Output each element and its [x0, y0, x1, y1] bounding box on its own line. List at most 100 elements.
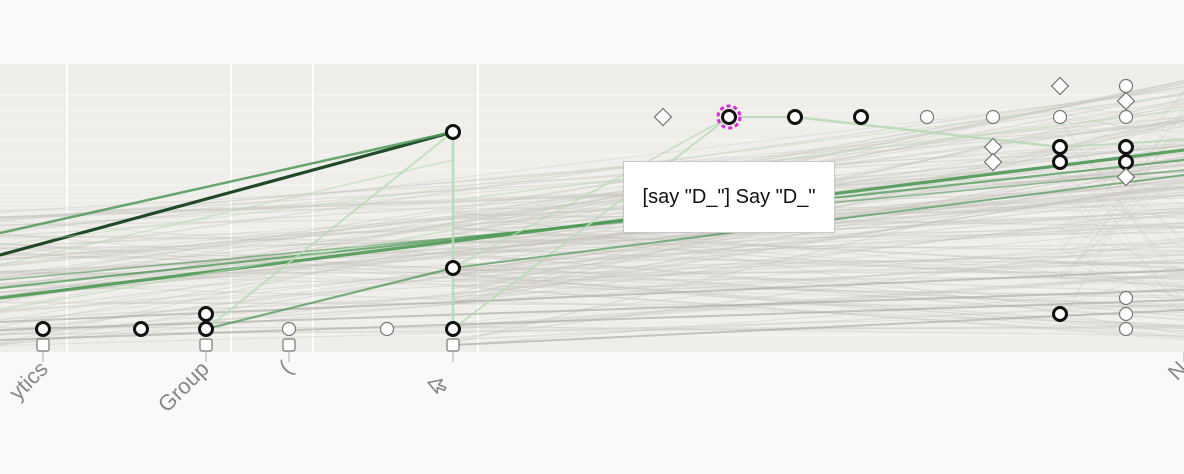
muted-edge	[0, 206, 1184, 211]
muted-edge	[452, 194, 1184, 282]
muted-edge	[0, 175, 1184, 300]
feature-node-diamond[interactable]	[1116, 167, 1136, 187]
muted-edge	[0, 191, 1184, 298]
highlighted-edge	[0, 158, 1184, 290]
muted-edge	[0, 227, 1184, 336]
muted-edge	[452, 183, 1184, 296]
muted-edge	[1059, 138, 1184, 240]
muted-edge	[1059, 91, 1184, 326]
token-node[interactable]	[282, 338, 296, 352]
highlighted-edge	[0, 130, 455, 257]
highlighted-edge	[0, 130, 455, 235]
muted-edge	[452, 226, 1184, 243]
feature-node-diamond[interactable]	[983, 137, 1003, 157]
highlighted-edge	[0, 159, 454, 266]
feature-node[interactable]	[1118, 154, 1134, 170]
highlighted-edge	[205, 131, 454, 330]
muted-edge	[1059, 112, 1184, 142]
axis-label-paren: (	[274, 356, 297, 379]
muted-edge	[0, 211, 1184, 257]
muted-edge	[0, 272, 1184, 306]
highlighted-edge	[452, 116, 730, 269]
feature-node[interactable]	[379, 321, 395, 337]
feature-node[interactable]	[853, 109, 869, 125]
cursor-icon	[427, 378, 447, 394]
feature-node[interactable]	[1052, 306, 1068, 322]
selected-node-ring[interactable]	[716, 104, 742, 130]
muted-edge	[0, 175, 1184, 219]
feature-node[interactable]	[445, 260, 461, 276]
muted-edge	[1059, 119, 1184, 161]
feature-node[interactable]	[35, 321, 51, 337]
muted-edge	[452, 276, 1184, 282]
feature-node[interactable]	[281, 321, 297, 337]
node-tooltip: [say "D_"] Say "D_"	[623, 161, 835, 233]
feature-node[interactable]	[1118, 78, 1134, 94]
token-node[interactable]	[446, 338, 460, 352]
muted-edge	[0, 208, 1184, 226]
feature-node[interactable]	[721, 109, 737, 125]
muted-edge	[1059, 192, 1184, 307]
muted-edge	[1059, 118, 1184, 294]
muted-edge	[0, 231, 1184, 250]
axis-label-analytics: ytics	[4, 356, 53, 405]
feature-node[interactable]	[919, 109, 935, 125]
tooltip-text: [say "D_"] Say "D_"	[642, 185, 816, 208]
muted-edge	[0, 225, 1184, 280]
muted-edge	[0, 186, 1184, 323]
feature-node[interactable]	[198, 321, 214, 337]
muted-edge	[0, 92, 1184, 280]
feature-node-diamond[interactable]	[1116, 91, 1136, 111]
highlighted-edge	[793, 115, 1062, 149]
nodes[interactable]	[35, 76, 1184, 362]
feature-node-diamond[interactable]	[983, 152, 1003, 172]
muted-edge	[0, 171, 1184, 250]
feature-node-diamond[interactable]	[653, 107, 673, 127]
feature-node[interactable]	[787, 109, 803, 125]
muted-edge	[0, 144, 1184, 279]
muted-edge	[0, 289, 1184, 331]
feature-node-diamond[interactable]	[1050, 76, 1070, 96]
token-node[interactable]	[199, 338, 213, 352]
muted-edge	[0, 234, 1184, 252]
highlighted-edge	[0, 169, 1184, 281]
muted-edge	[0, 171, 1184, 220]
feature-node[interactable]	[1118, 109, 1134, 125]
feature-node[interactable]	[445, 124, 461, 140]
feature-node[interactable]	[198, 306, 214, 322]
muted-edge	[452, 226, 1184, 287]
muted-edge	[0, 188, 1184, 285]
muted-edge	[1059, 109, 1184, 324]
muted-edge	[1059, 121, 1184, 287]
feature-node[interactable]	[1118, 321, 1134, 337]
muted-edge	[452, 79, 1184, 235]
feature-node[interactable]	[1118, 139, 1134, 155]
muted-edge	[0, 89, 1184, 235]
muted-edge	[452, 287, 1184, 346]
feature-node[interactable]	[1118, 290, 1134, 306]
muted-edge	[0, 253, 1184, 294]
muted-edge	[0, 207, 1184, 314]
muted-edge	[0, 220, 1184, 310]
feature-node[interactable]	[1052, 154, 1068, 170]
token-node[interactable]	[36, 338, 50, 352]
muted-edge	[1059, 242, 1184, 248]
muted-edge	[1059, 213, 1184, 224]
muted-edge	[452, 208, 1184, 304]
muted-edge	[0, 170, 1184, 219]
feature-node[interactable]	[1052, 139, 1068, 155]
feature-node[interactable]	[133, 321, 149, 337]
muted-edge	[1059, 173, 1184, 274]
muted-edge	[1059, 154, 1184, 186]
axis-label-right-edge: N	[1163, 356, 1184, 385]
muted-edge	[452, 261, 1184, 271]
muted-edge	[1059, 117, 1184, 134]
feature-node[interactable]	[1052, 109, 1068, 125]
feature-node[interactable]	[985, 109, 1001, 125]
muted-edge	[0, 283, 1184, 326]
muted-edge	[0, 122, 1184, 232]
muted-edge	[1059, 136, 1184, 280]
feature-node[interactable]	[445, 321, 461, 337]
muted-edge	[1059, 258, 1184, 265]
feature-node[interactable]	[1118, 306, 1134, 322]
